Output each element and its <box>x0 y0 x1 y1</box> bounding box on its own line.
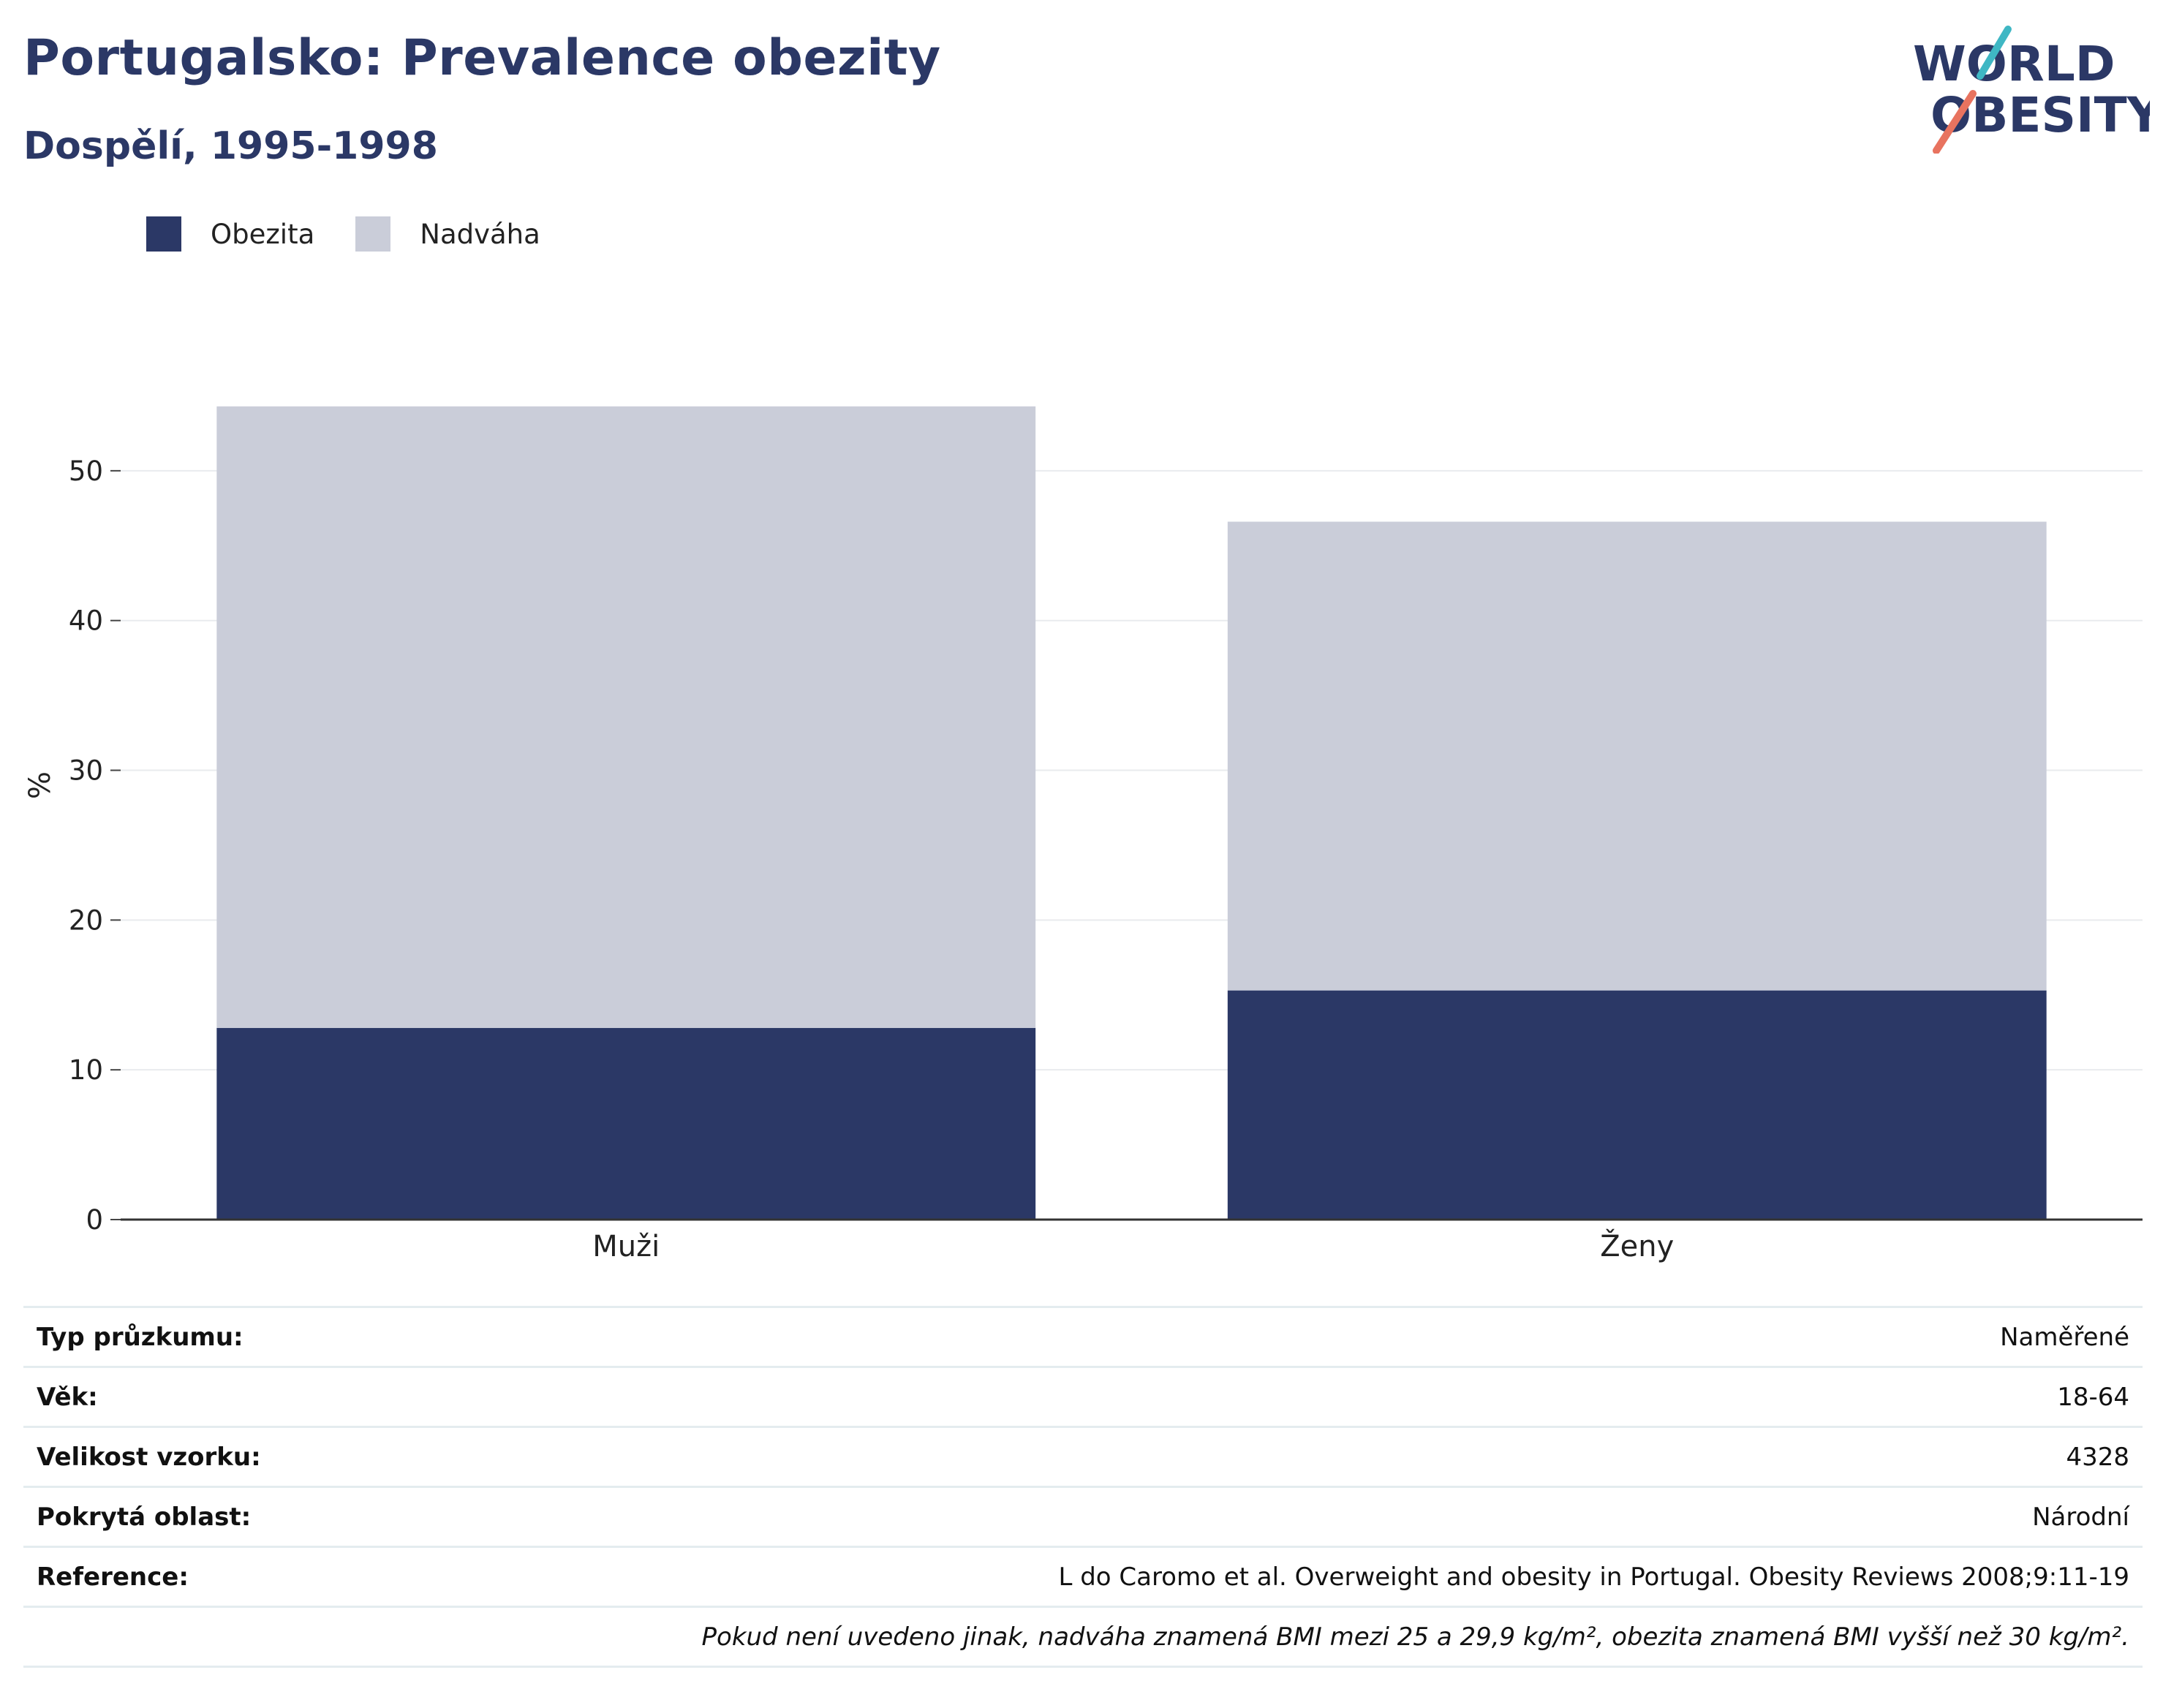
bar-overweight <box>1227 521 2047 991</box>
y-tick-label: 40 <box>69 605 103 637</box>
info-row-age: Věk: 18-64 <box>23 1367 2143 1427</box>
info-label: Velikost vzorku: <box>37 1442 261 1472</box>
info-row-survey-type: Typ průzkumu: Naměřené <box>23 1307 2143 1367</box>
info-row-area-covered: Pokrytá oblast: Národní <box>23 1486 2143 1547</box>
legend-label-overweight: Nadváha <box>420 218 540 250</box>
legend-swatch-obesity <box>146 216 181 252</box>
x-tick-label: Ženy <box>1600 1228 1674 1263</box>
info-value: 18-64 <box>2057 1382 2129 1412</box>
page-title: Portugalsko: Prevalence obezity <box>23 29 941 87</box>
info-value: Národní <box>2032 1502 2129 1532</box>
logo-slash-upper <box>1977 26 2012 80</box>
y-tick-label: 30 <box>69 755 103 787</box>
y-tick-label: 50 <box>69 456 103 487</box>
legend-item-overweight[interactable]: Nadváha <box>355 216 540 252</box>
y-axis-label: % <box>23 771 57 799</box>
legend-item-obesity[interactable]: Obezita <box>146 216 314 252</box>
info-value: L do Caromo et al. Overweight and obesit… <box>1058 1562 2129 1592</box>
info-label: Věk: <box>37 1382 98 1412</box>
y-tick-label: 10 <box>69 1054 103 1086</box>
page-subtitle: Dospělí, 1995-1998 <box>23 124 438 168</box>
legend-label-obesity: Obezita <box>211 218 315 250</box>
bar-obesity <box>1227 990 2047 1220</box>
info-label: Reference: <box>37 1562 189 1592</box>
x-tick-label: Muži <box>592 1230 660 1263</box>
info-row-note: Pokud není uvedeno jinak, nadváha znamen… <box>23 1606 2143 1667</box>
world-obesity-logo: WORLD OBESITY <box>1913 26 2150 154</box>
y-tick-label: 0 <box>86 1204 103 1236</box>
info-value: Naměřené <box>2000 1322 2129 1352</box>
bar-overweight <box>216 406 1036 1028</box>
info-row-reference: Reference: L do Caromo et al. Overweight… <box>23 1546 2143 1607</box>
bmi-definition-note: Pokud není uvedeno jinak, nadváha znamen… <box>701 1622 2129 1652</box>
logo-line-1: WORLD <box>1913 36 2115 92</box>
y-tick-label: 20 <box>69 904 103 936</box>
info-row-sample-size: Velikost vzorku: 4328 <box>23 1427 2143 1487</box>
info-label: Pokrytá oblast: <box>37 1502 252 1532</box>
chart-legend: Obezita Nadváha <box>146 216 581 252</box>
legend-swatch-overweight <box>355 216 391 252</box>
bar-obesity <box>216 1027 1036 1220</box>
info-value: 4328 <box>2066 1442 2129 1472</box>
stacked-bar-chart: 0 10 20 30 40 50 Muži Ženy% <box>23 406 2143 1263</box>
info-label: Typ průzkumu: <box>37 1322 244 1352</box>
survey-info-table: Typ průzkumu: Naměřené Věk: 18-64 Veliko… <box>23 1306 2143 1668</box>
logo-slash-lower <box>1933 90 1977 154</box>
